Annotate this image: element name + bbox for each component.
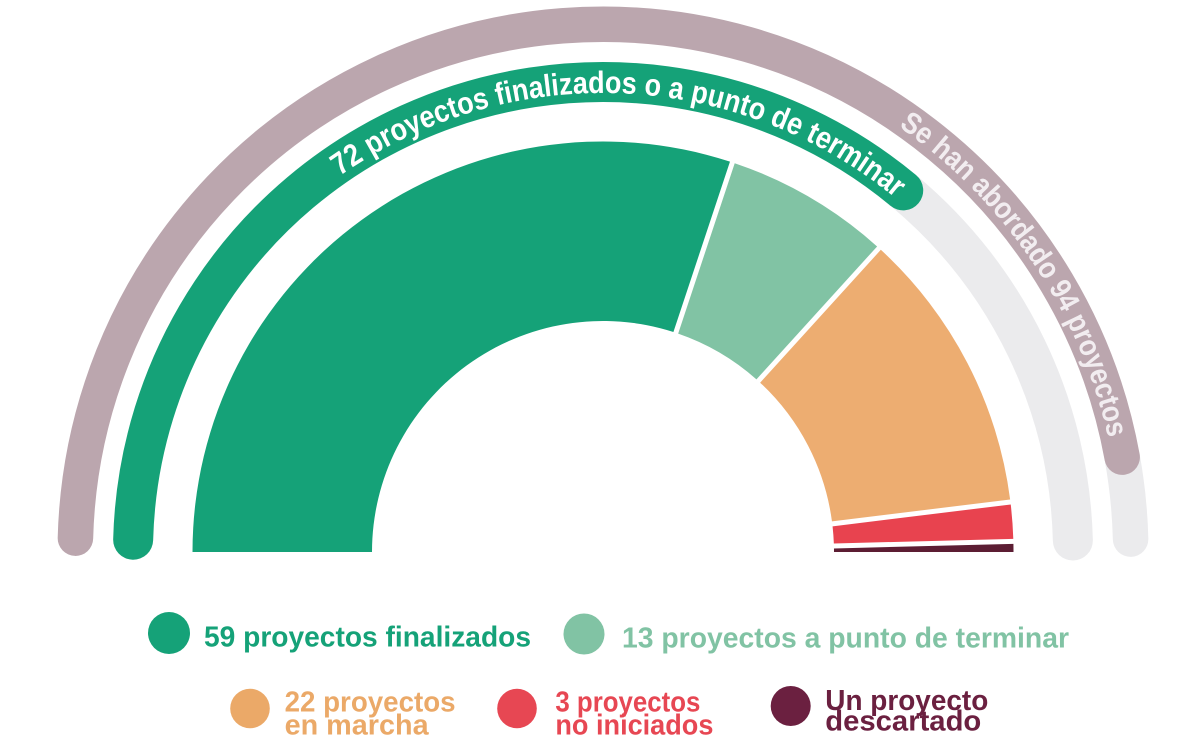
svg-text:13 proyectos a punto de termin: 13 proyectos a punto de terminar — [622, 623, 1069, 655]
svg-text:en marcha: en marcha — [285, 710, 430, 742]
svg-text:59 proyectos finalizados: 59 proyectos finalizados — [204, 622, 531, 654]
svg-text:descartado: descartado — [825, 706, 981, 738]
svg-text:no iniciados: no iniciados — [555, 710, 713, 742]
svg-text:3 proyectos: 3 proyectos — [555, 687, 700, 719]
svg-text:Un proyecto: Un proyecto — [825, 685, 988, 717]
svg-text:22 proyectos: 22 proyectos — [285, 687, 456, 719]
